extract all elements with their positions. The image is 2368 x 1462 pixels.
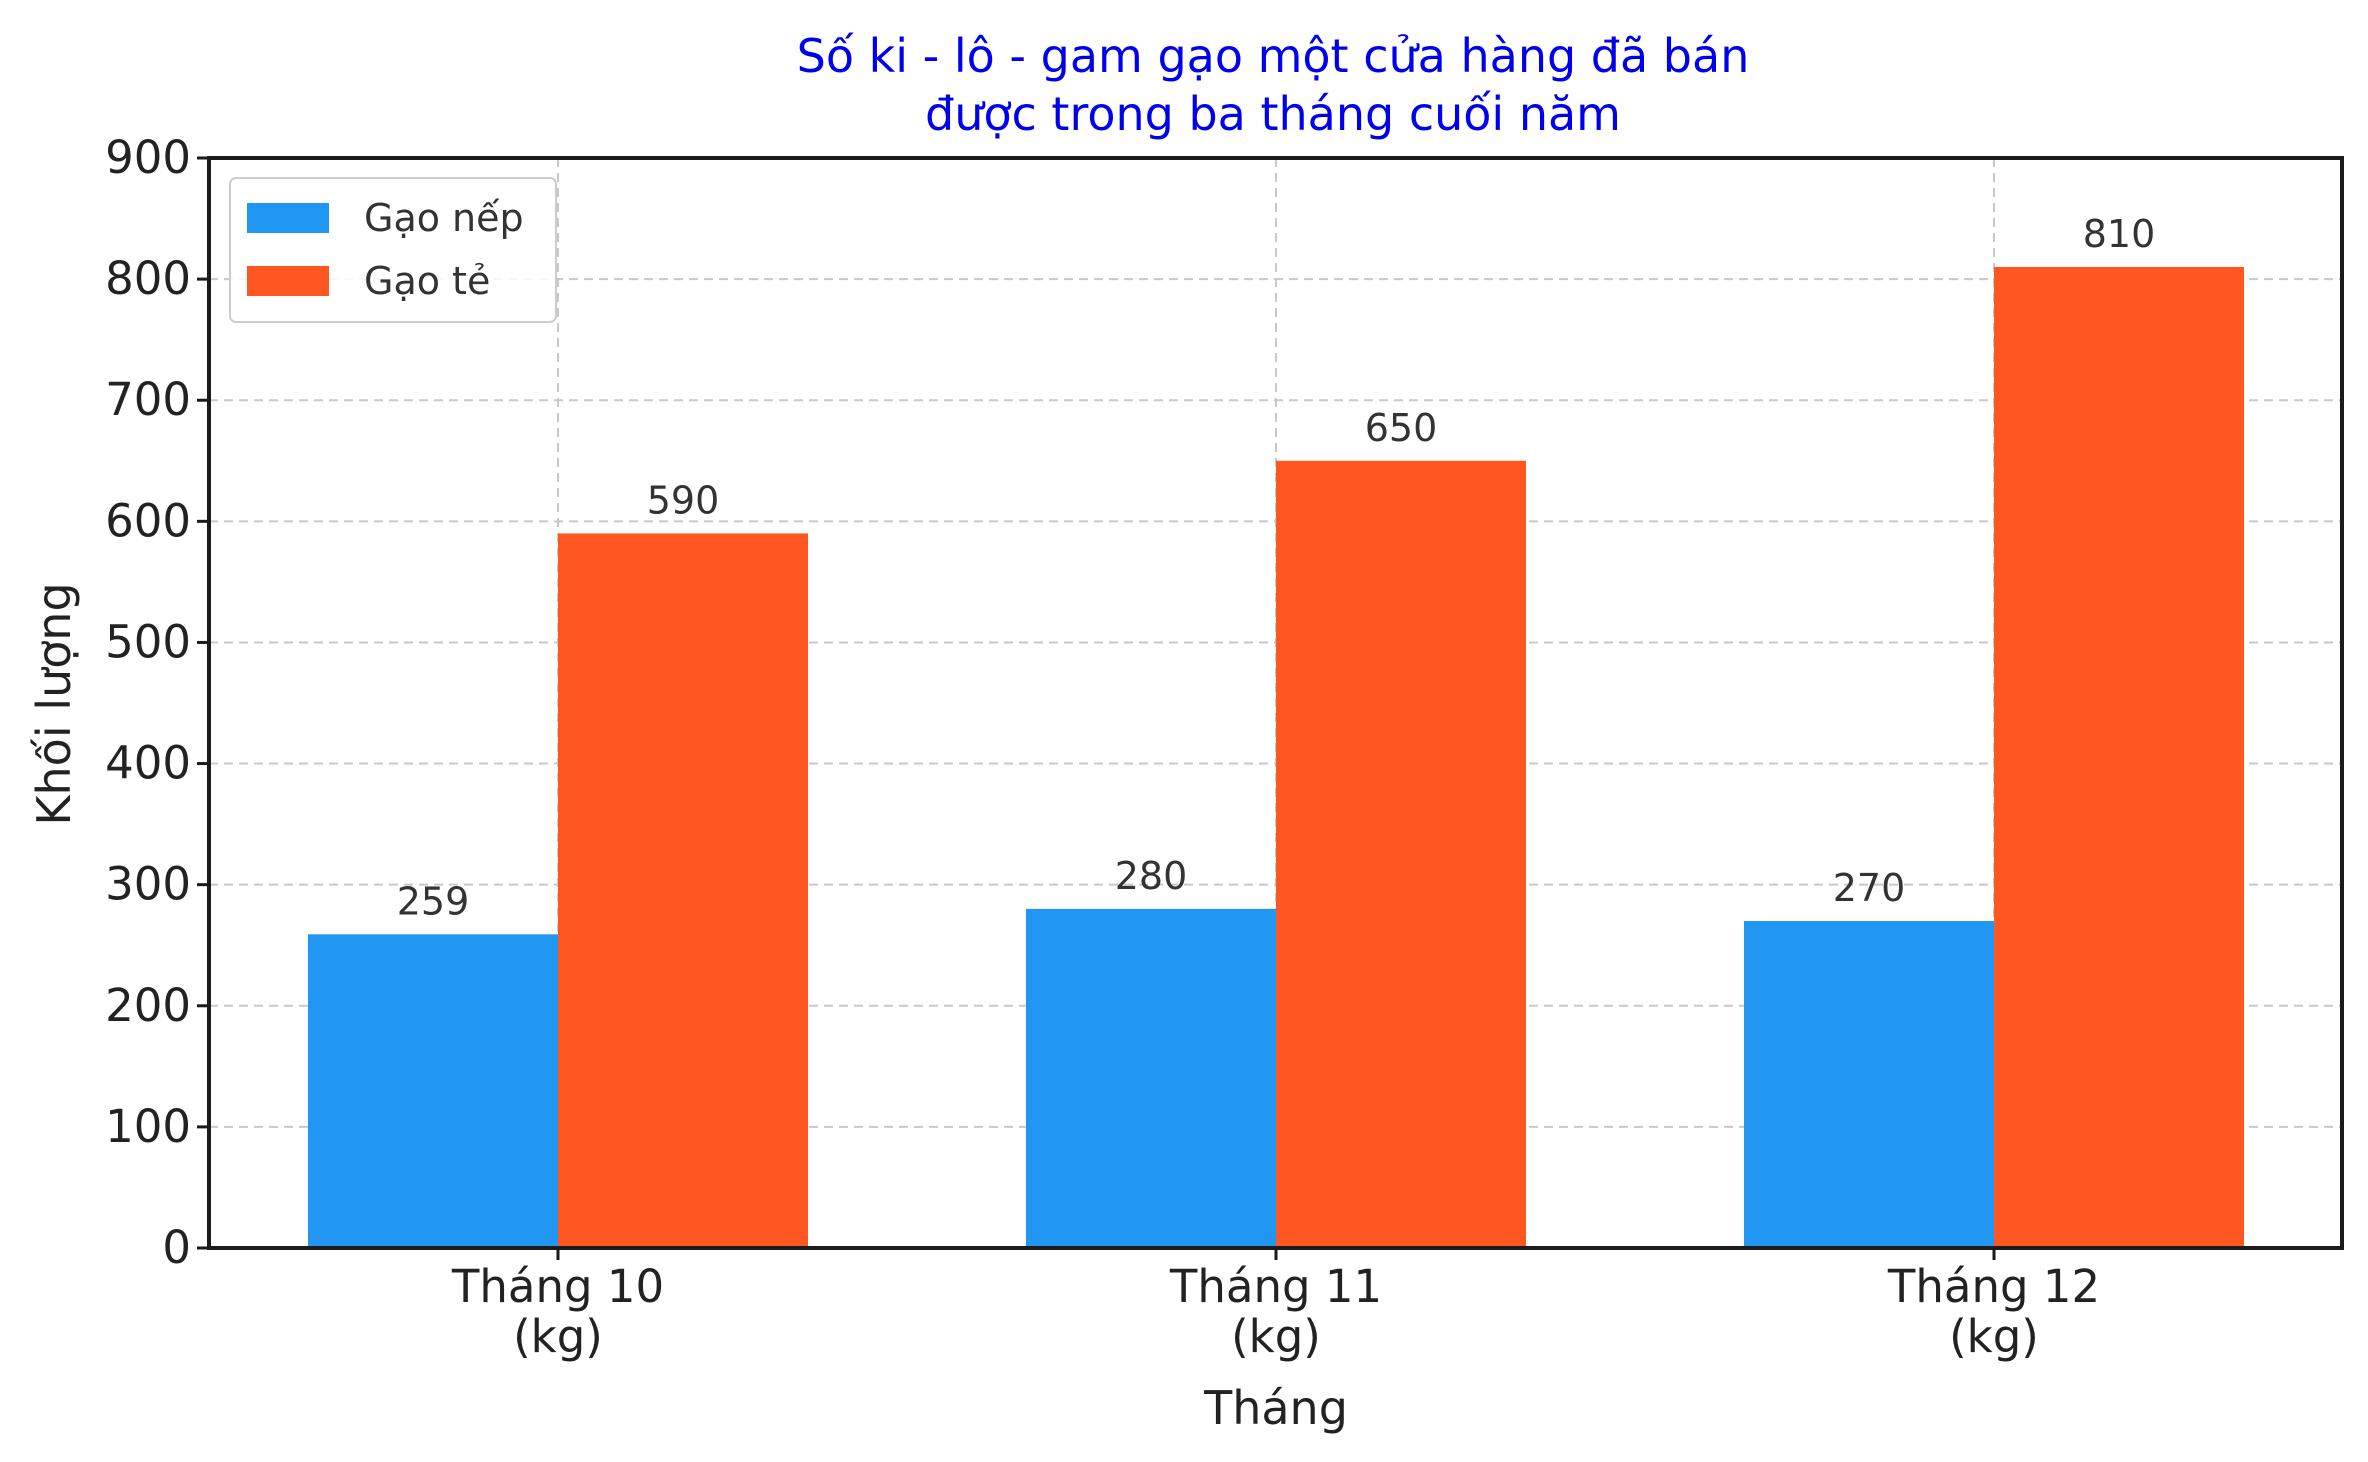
data-label: 810	[2083, 212, 2156, 256]
x-tick-label: Tháng 10	[451, 1260, 664, 1313]
y-tick-label: 400	[105, 737, 191, 790]
chart-title-line-2: được trong ba tháng cuối năm	[925, 87, 1621, 141]
data-labels: 259 280 270 590 650 810	[397, 212, 2156, 923]
chart-title: Số ki - lô - gam gạo một cửa hàng đã bán…	[797, 29, 1750, 141]
bars	[308, 267, 2244, 1248]
y-axis-ticks: 0 100 200 300 400 500 600 700 800 900	[105, 131, 209, 1274]
data-label: 280	[1115, 854, 1188, 898]
bar-gao-te-3	[1994, 267, 2244, 1248]
legend-swatch	[247, 203, 329, 233]
legend: Gạo nếp Gạo tẻ	[229, 177, 557, 323]
x-axis-ticks: Tháng 10(kg)Tháng 11(kg)Tháng 12(kg)	[451, 1248, 2100, 1363]
data-label: 270	[1833, 866, 1906, 910]
data-label: 590	[647, 478, 720, 522]
y-tick-label: 300	[105, 858, 191, 911]
data-label: 259	[397, 879, 470, 923]
y-tick-label: 0	[162, 1221, 191, 1274]
bar-gao-te-1	[558, 533, 808, 1248]
legend-label: Gạo tẻ	[364, 259, 490, 303]
x-tick-label: (kg)	[513, 1310, 603, 1363]
bar-gao-nep-2	[1026, 908, 1276, 1248]
data-label: 650	[1365, 406, 1438, 450]
y-axis-label: Khối lượng	[27, 582, 81, 825]
x-tick-label: Tháng 11	[1169, 1260, 1382, 1313]
y-tick-label: 500	[105, 615, 191, 668]
bar-gao-nep-1	[308, 934, 558, 1248]
x-tick-label: (kg)	[1231, 1310, 1321, 1363]
y-tick-label: 800	[105, 252, 191, 305]
x-tick-label: Tháng 12	[1887, 1260, 2100, 1313]
chart-title-line-1: Số ki - lô - gam gạo một cửa hàng đã bán	[797, 29, 1750, 83]
x-axis-label: Tháng	[1203, 1381, 1348, 1435]
y-tick-label: 200	[105, 979, 191, 1032]
y-tick-label: 600	[105, 494, 191, 547]
x-tick-label: (kg)	[1949, 1310, 2039, 1363]
legend-swatch	[247, 266, 329, 296]
y-tick-label: 100	[105, 1100, 191, 1153]
bar-gao-te-2	[1276, 460, 1526, 1248]
y-tick-label: 900	[105, 131, 191, 184]
legend-label: Gạo nếp	[364, 196, 524, 240]
bar-gao-nep-3	[1744, 921, 1994, 1248]
y-tick-label: 700	[105, 373, 191, 426]
